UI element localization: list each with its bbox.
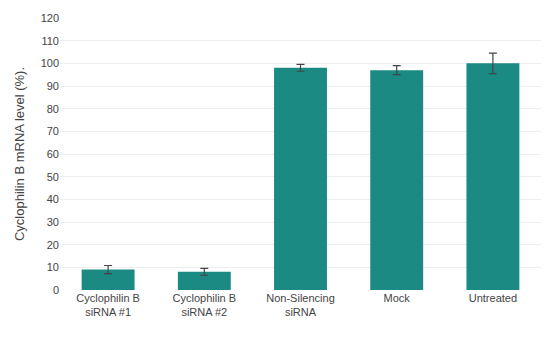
svg-text:Cyclophilin BsiRNA #1: Cyclophilin BsiRNA #1 — [76, 292, 140, 318]
svg-text:30: 30 — [47, 216, 59, 228]
svg-text:Untreated: Untreated — [469, 292, 517, 304]
svg-text:Mock: Mock — [384, 292, 411, 304]
svg-text:50: 50 — [47, 171, 59, 183]
svg-text:0: 0 — [53, 284, 59, 296]
svg-text:Non-SilencingsiRNA: Non-SilencingsiRNA — [266, 292, 334, 318]
svg-text:Cyclophilin B mRNA level (%).: Cyclophilin B mRNA level (%). — [12, 67, 27, 241]
svg-text:110: 110 — [41, 35, 59, 47]
svg-text:80: 80 — [47, 103, 59, 115]
svg-text:20: 20 — [47, 239, 59, 251]
svg-text:70: 70 — [47, 125, 59, 137]
svg-text:10: 10 — [47, 261, 59, 273]
svg-text:40: 40 — [47, 193, 59, 205]
svg-text:90: 90 — [47, 80, 59, 92]
svg-text:60: 60 — [47, 148, 59, 160]
svg-text:Cyclophilin BsiRNA #2: Cyclophilin BsiRNA #2 — [173, 292, 237, 318]
svg-text:120: 120 — [41, 12, 59, 24]
svg-text:100: 100 — [41, 57, 59, 69]
